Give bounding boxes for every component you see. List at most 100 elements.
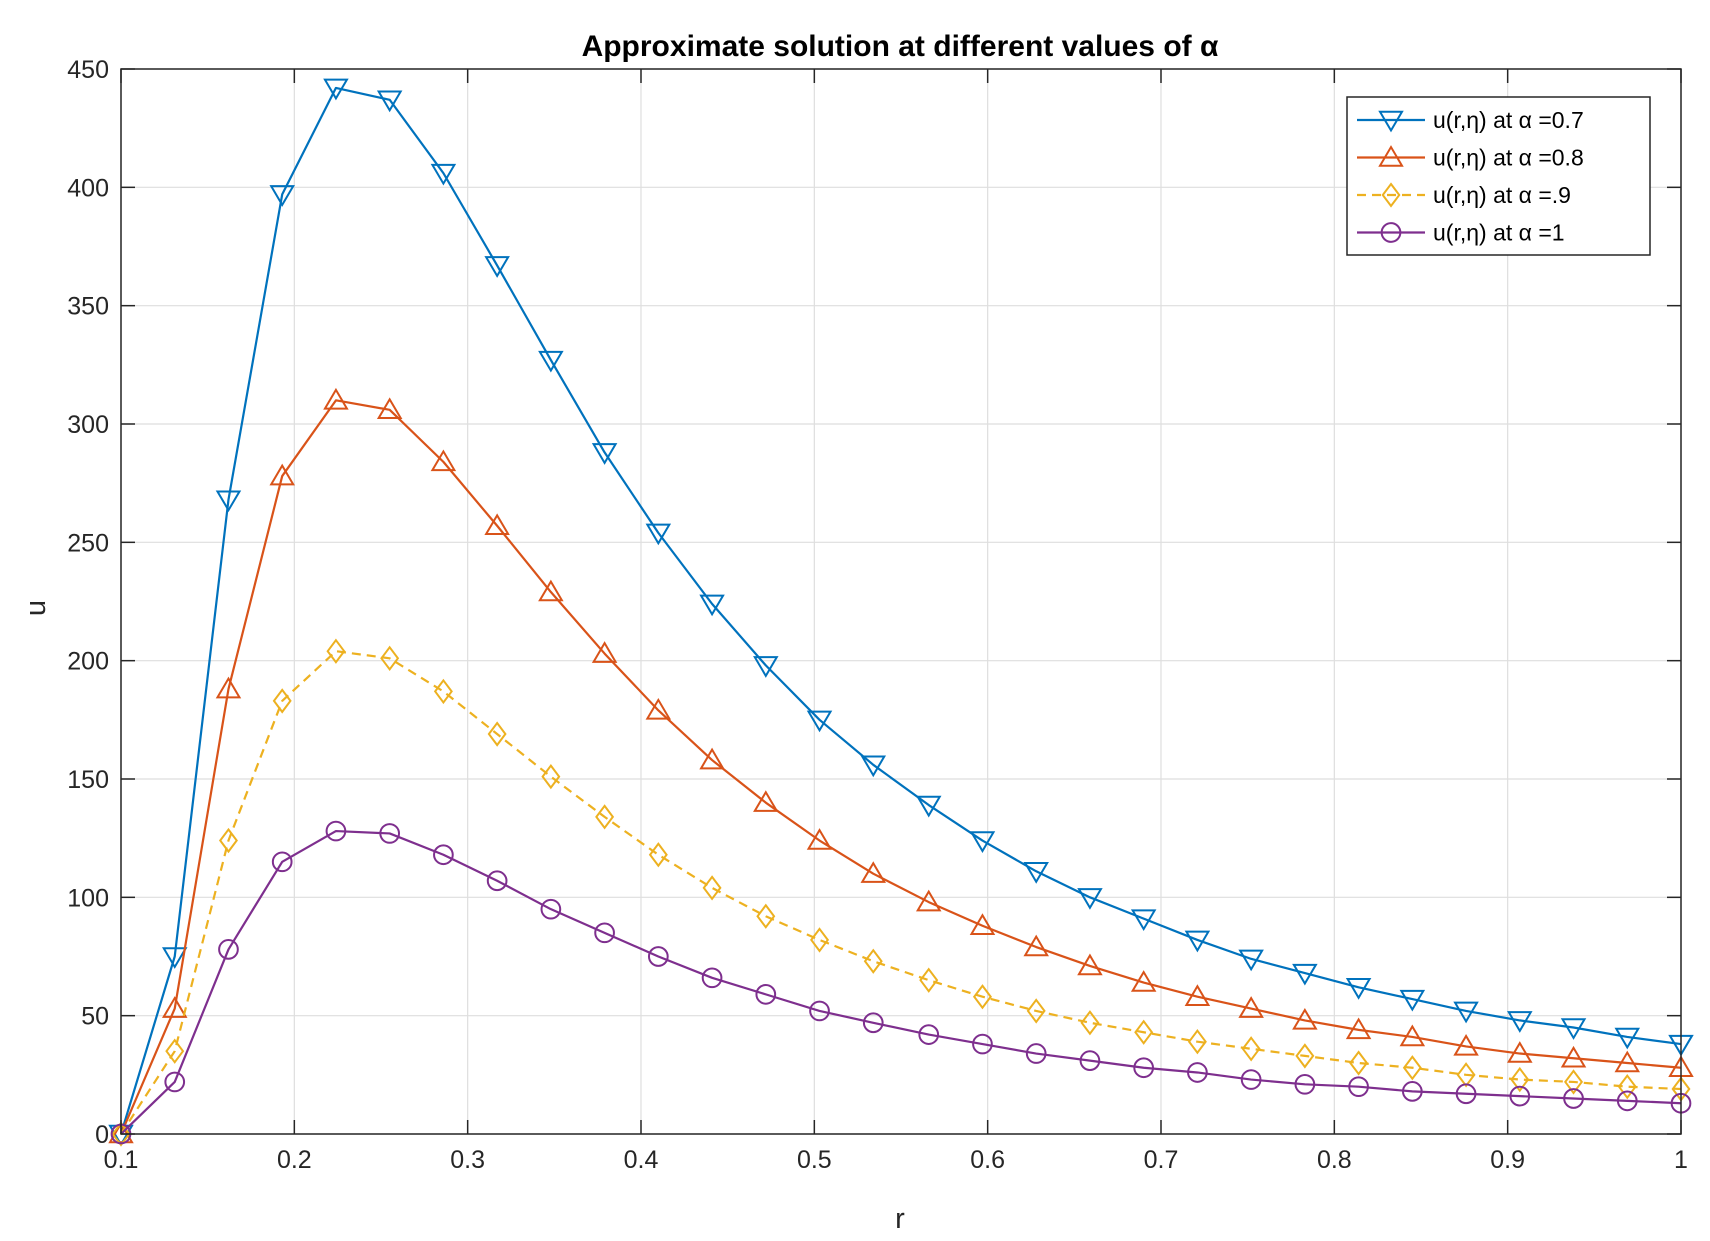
marker-triangle-up: [1238, 996, 1264, 1018]
marker-triangle-down: [1453, 1001, 1479, 1024]
marker-circle: [1401, 1081, 1423, 1102]
marker-diamond: [1510, 1066, 1530, 1093]
marker-diamond: [433, 678, 453, 705]
marker-triangle-down: [860, 755, 887, 778]
y-tick-label: 450: [67, 56, 109, 84]
marker-diamond: [648, 842, 668, 868]
marker-triangle-up: [1023, 934, 1049, 957]
marker-circle: [1025, 1043, 1047, 1064]
marker-triangle-down: [1023, 862, 1049, 884]
marker-diamond: [1381, 182, 1401, 208]
marker-triangle-up: [430, 449, 457, 472]
marker-diamond: [380, 645, 400, 671]
y-tick-label: 50: [81, 1003, 109, 1031]
marker-circle: [1455, 1083, 1477, 1105]
x-tick-label: 0.9: [1490, 1146, 1525, 1174]
chart-title: Approximate solution at different values…: [582, 30, 1219, 63]
marker-triangle-down: [1292, 963, 1318, 986]
legend-item: u(r,η) at α =0.7: [1357, 107, 1584, 133]
marker-triangle-down: [323, 78, 349, 101]
marker-diamond: [1402, 1055, 1422, 1081]
marker-triangle-up: [108, 1121, 134, 1144]
marker-diamond: [1456, 1062, 1476, 1088]
marker-triangle-up: [860, 861, 887, 883]
legend-item: u(r,η) at α =0.8: [1357, 145, 1584, 171]
marker-circle: [1348, 1076, 1369, 1098]
marker-diamond: [165, 1038, 185, 1064]
marker-triangle-up: [484, 513, 510, 536]
marker-triangle-up: [753, 790, 779, 812]
marker-triangle-up: [269, 463, 295, 486]
marker-triangle-up: [376, 397, 403, 420]
series-line: [119, 399, 1682, 1135]
marker-triangle-up: [215, 676, 242, 699]
marker-triangle-up: [806, 828, 833, 850]
series-line: [119, 86, 1682, 1135]
marker-diamond: [487, 721, 507, 747]
marker-circle: [594, 922, 615, 944]
y-axis-title: u: [20, 600, 52, 616]
marker-circle: [1079, 1050, 1101, 1071]
marker-triangle-down: [1238, 949, 1264, 972]
marker-circle: [862, 1012, 884, 1034]
marker-diamond: [218, 827, 238, 854]
marker-triangle-down: [269, 185, 295, 207]
x-tick-label: 0.1: [104, 1146, 139, 1174]
marker-circle: [701, 967, 723, 989]
marker-circle: [1380, 222, 1402, 243]
marker-triangle-up: [915, 889, 942, 912]
legend-label: u(r,η) at α =.9: [1433, 182, 1571, 208]
marker-circle: [647, 946, 669, 967]
marker-triangle-up: [645, 697, 672, 720]
marker-circle: [1240, 1069, 1262, 1090]
y-tick-label: 250: [67, 529, 109, 557]
x-tick-label: 0.5: [797, 1146, 832, 1174]
legend: u(r,η) at α =0.7 u(r,η) at α =0.8 u(r,η) a…: [1346, 96, 1651, 256]
y-tick-label: 400: [67, 174, 109, 202]
marker-diamond: [1241, 1036, 1261, 1062]
marker-triangle-up: [1614, 1050, 1641, 1073]
marker-circle: [325, 820, 347, 842]
marker-circle: [809, 1000, 830, 1022]
marker-diamond: [863, 948, 883, 974]
marker-diamond: [111, 1121, 131, 1147]
marker-diamond: [326, 638, 346, 664]
marker-triangle-down: [538, 350, 564, 373]
marker-triangle-down: [1507, 1011, 1533, 1033]
marker-triangle-up: [1130, 970, 1157, 992]
y-tick-label: 350: [67, 293, 109, 321]
marker-circle: [755, 984, 777, 1005]
legend-item: u(r,η) at α =1: [1357, 220, 1565, 246]
marker-diamond: [702, 875, 722, 901]
marker-triangle-up: [699, 747, 725, 770]
marker-diamond: [541, 763, 561, 790]
marker-diamond: [1187, 1029, 1207, 1055]
marker-diamond: [1080, 1010, 1100, 1036]
marker-triangle-up: [1184, 984, 1211, 1006]
marker-diamond: [1617, 1073, 1637, 1100]
marker-triangle-down: [430, 163, 457, 186]
marker-diamond: [595, 804, 615, 830]
x-tick-label: 0.3: [450, 1146, 485, 1174]
x-tick-label: 1: [1674, 1146, 1688, 1174]
marker-triangle-down: [806, 710, 833, 733]
series-3: [111, 638, 1691, 1147]
marker-triangle-down: [1560, 1018, 1587, 1040]
grid: [120, 68, 1682, 1135]
y-tick-label: 200: [67, 648, 109, 676]
marker-circle: [218, 939, 239, 960]
plot-frame: [120, 68, 1682, 1135]
marker-triangle-down: [969, 831, 996, 853]
marker-diamond: [1564, 1069, 1584, 1095]
marker-triangle-up: [1453, 1034, 1479, 1056]
marker-diamond: [972, 984, 992, 1010]
marker-triangle-down: [1077, 888, 1103, 910]
marker-circle: [1509, 1085, 1531, 1107]
y-tick-label: 300: [67, 411, 109, 439]
marker-circle: [540, 898, 562, 920]
series-2: [108, 387, 1694, 1144]
marker-circle: [433, 844, 454, 866]
marker-triangle-down: [753, 656, 779, 678]
marker-circle: [1616, 1090, 1638, 1112]
